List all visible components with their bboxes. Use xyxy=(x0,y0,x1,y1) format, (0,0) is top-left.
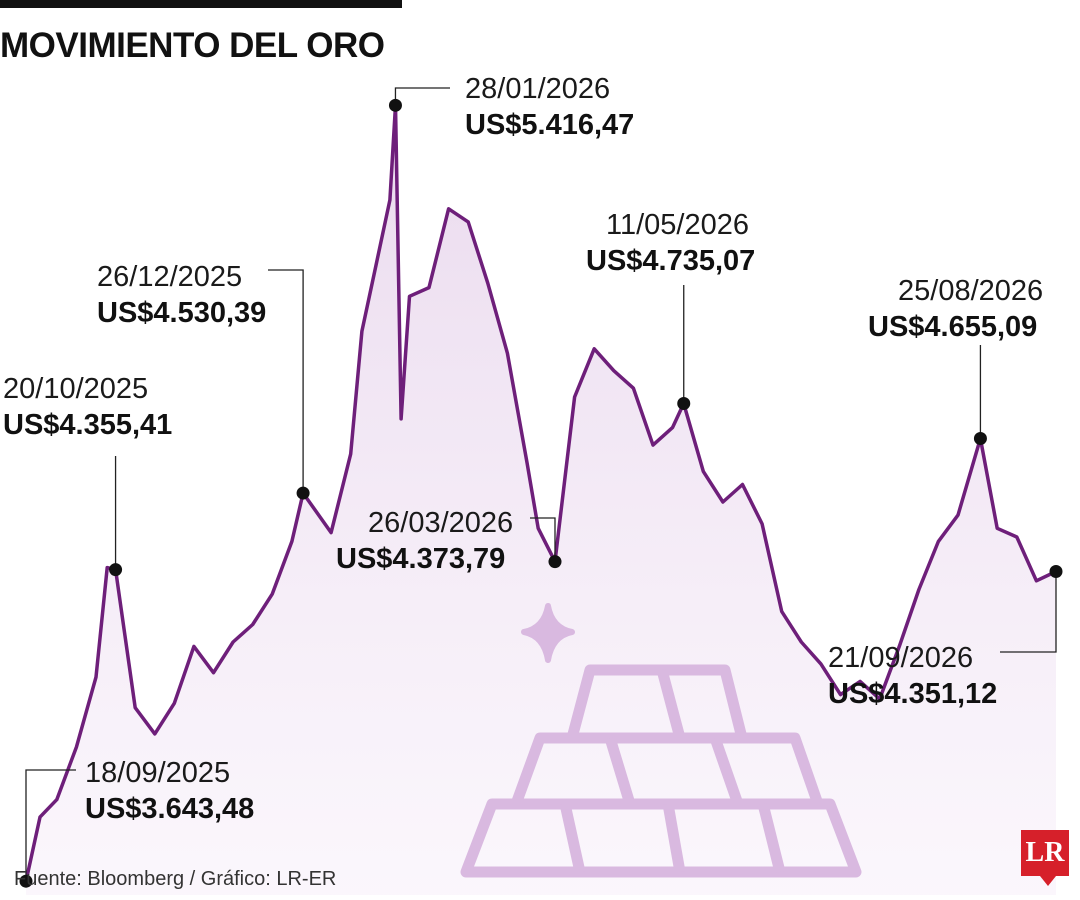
annotation-value: US$4.351,12 xyxy=(828,678,997,710)
annotation-leader-line xyxy=(268,269,304,494)
annotation-value: US$3.643,48 xyxy=(85,793,254,825)
price-area xyxy=(26,105,1056,896)
annotation-date: 28/01/2026 xyxy=(465,73,610,105)
annotation-marker xyxy=(296,486,310,500)
annotation-date: 25/08/2026 xyxy=(898,275,1043,307)
annotation-date: 11/05/2026 xyxy=(606,209,749,241)
lr-logo-tail xyxy=(1040,876,1056,886)
lr-logo: LR xyxy=(1021,830,1069,876)
annotation-leader-line xyxy=(1000,571,1057,653)
annotation-value: US$4.373,79 xyxy=(336,543,505,575)
annotation-leader-line xyxy=(25,769,76,882)
annotation-marker xyxy=(109,563,123,577)
chart-title: MOVIMIENTO DEL ORO xyxy=(0,26,385,65)
annotation-marker xyxy=(388,98,402,112)
annotation-value: US$4.355,41 xyxy=(3,409,172,441)
annotation-value: US$4.655,09 xyxy=(868,311,1037,343)
top-rule xyxy=(0,0,402,8)
annotation-marker xyxy=(973,432,987,446)
gold-bars-icon xyxy=(460,603,862,878)
source-note: Fuente: Bloomberg / Gráfico: LR-ER xyxy=(14,868,337,890)
annotation-marker xyxy=(677,397,691,411)
annotation-value: US$5.416,47 xyxy=(465,109,634,141)
annotation-value: US$4.530,39 xyxy=(97,297,266,329)
annotation-leader-line xyxy=(530,517,556,562)
annotation-leader-line xyxy=(394,87,450,106)
price-line xyxy=(24,103,1058,883)
annotation-date: 26/03/2026 xyxy=(368,507,513,539)
annotation-date: 20/10/2025 xyxy=(3,373,148,405)
annotation-date: 18/09/2025 xyxy=(85,757,230,789)
annotation-value: US$4.735,07 xyxy=(586,245,755,277)
annotation-date: 26/12/2025 xyxy=(97,261,242,293)
annotation-marker xyxy=(1049,565,1063,579)
annotation-marker xyxy=(19,874,33,888)
annotation-date: 21/09/2026 xyxy=(828,642,973,674)
annotation-marker xyxy=(548,555,562,569)
